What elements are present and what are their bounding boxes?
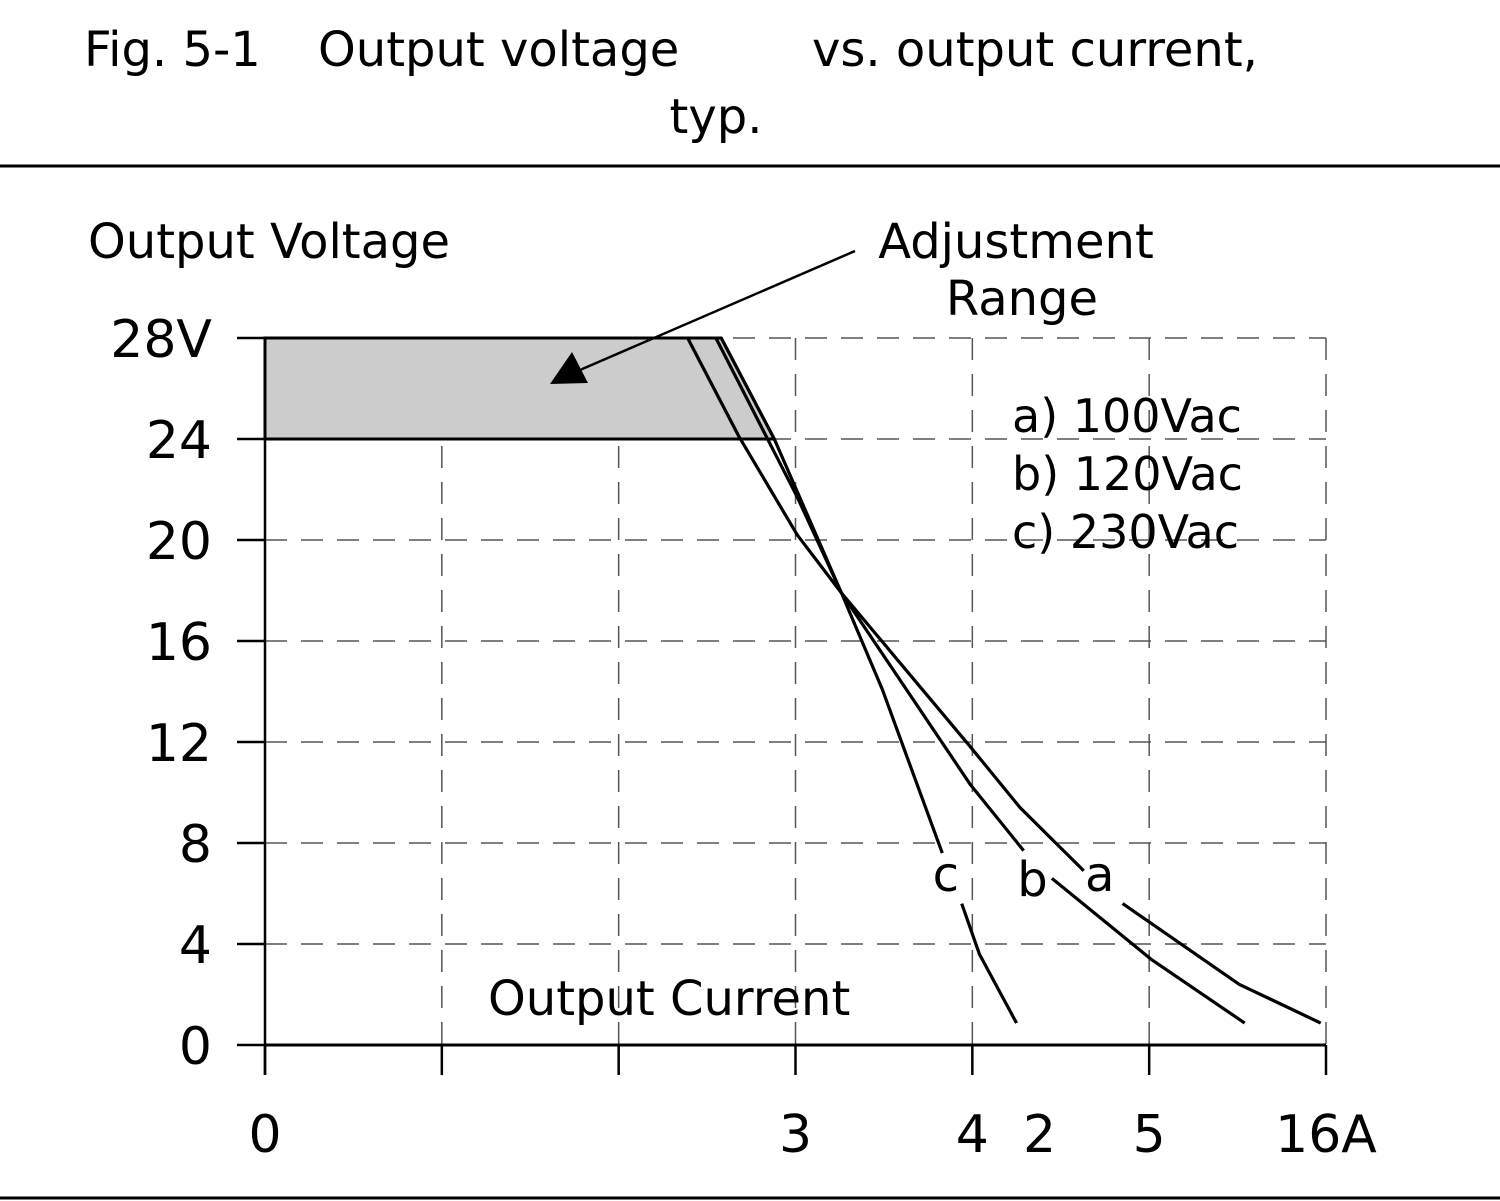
y-tick-label: 0 [179,1017,212,1077]
curve-c-segment [960,903,1018,1024]
title-part-1: Output voltage [318,22,679,78]
grid [265,337,1327,1045]
curve-label-c: c [933,847,959,903]
x-tick-label: 0 [248,1105,281,1165]
x-tick-label: 16A [1275,1105,1377,1165]
adjustment-arrow [550,249,856,384]
y-tick-label: 20 [146,512,212,572]
curve-label-a: a [1085,847,1114,903]
curves: ab c [686,337,1322,1025]
y-axis-label: Output Voltage [88,214,450,270]
figure-number: Fig. 5-1 [84,22,261,78]
y-tick-label: 8 [179,815,212,875]
title-line-2: typ. [670,89,763,145]
legend-item-b: b) 120Vac [1012,447,1243,501]
y-tick-label: 16 [146,613,212,673]
series-a: a [719,337,1322,1025]
series-c: c [686,337,1018,1024]
x-tick-label: 5 [1133,1105,1166,1165]
legend-item-a: a) 100Vac [1012,389,1242,443]
curve-c-segment [686,337,944,854]
adjustment-label-1: Adjustment [878,214,1154,270]
x-tick-label: 3 [779,1105,812,1165]
legend-item-c: c) 230Vac [1012,505,1239,559]
adjustment-label-2: Range [946,271,1098,327]
x-axis-label: Output Current [488,971,850,1027]
y-tick-label: 12 [146,714,212,774]
title-part-2: vs. output current, [812,22,1258,78]
curve-a-segment [719,337,1085,872]
curve-a-segment [1121,902,1322,1025]
x-tick-label: 2 [1023,1105,1056,1165]
y-tick-label: 28V [110,310,212,370]
adjustment-range-area [263,336,777,441]
y-tick-label: 24 [146,411,212,471]
curve-b-segment [1050,877,1246,1025]
arrow-head-icon [550,352,588,384]
x-tick-label: 4 [956,1105,989,1165]
curve-label-b: b [1017,852,1047,908]
y-tick-label: 4 [179,916,212,976]
